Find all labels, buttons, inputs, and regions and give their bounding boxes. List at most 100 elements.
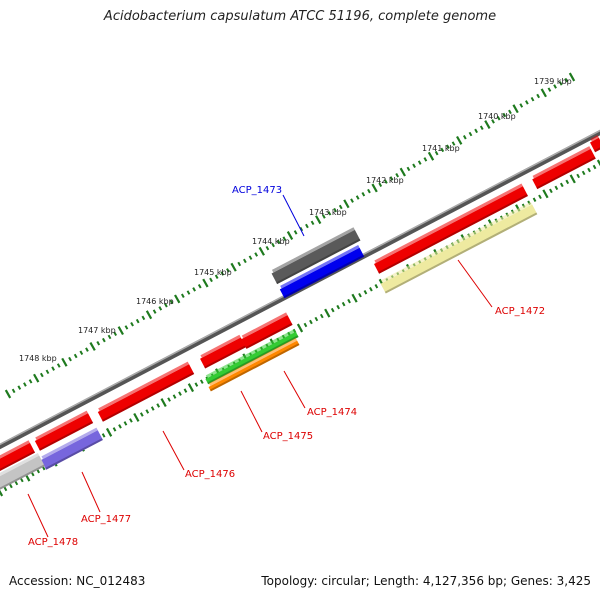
inner-tick [118,424,122,429]
gene-label-group: ACP_1472 ACP_1473 ACP_1474 ACP_1475 ACP_… [28,185,545,548]
label-leader-lines [27,194,493,538]
outer-tick [61,357,68,367]
outer-tick [519,103,524,108]
outer-tick [169,299,174,305]
outer-tick [315,215,322,225]
inner-tick [358,292,362,298]
outer-tick [226,268,230,273]
outer-tick [427,151,435,161]
outer-tick [141,315,146,321]
outer-tick-ring [4,72,576,399]
inner-tick [309,319,313,325]
outer-tick [197,283,202,289]
gene-acp-1476-red [97,361,195,422]
inner-tick [156,403,161,408]
outer-tick [23,382,27,387]
inner-tick [369,287,373,292]
leader-acp-1477 [81,471,101,513]
outer-tick [440,147,445,153]
outer-tick [446,144,450,149]
outer-tick [333,207,337,213]
outer-tick [367,188,371,194]
leader-acp-1474 [283,370,306,409]
outer-tick [107,334,112,340]
outer-tick [28,379,33,384]
gene-acp-1473-dark [271,227,361,285]
outer-tick [192,287,196,292]
leader-acp-1475 [240,390,263,433]
inner-tick [549,188,553,194]
inner-tick [336,304,341,310]
outer-tick [530,96,535,102]
outer-tick [568,72,576,82]
outer-tick [299,226,304,232]
outer-tick [33,373,40,383]
inner-tick [133,412,140,422]
outer-tick [343,199,350,209]
outer-tick [540,88,547,98]
kbp-label-1748: 1748 kbp [19,354,57,363]
outer-tick [417,160,422,165]
outer-tick [282,236,287,241]
leader-acp-1472 [457,259,493,308]
outer-tick [395,173,400,178]
leader-acp-1476 [162,430,185,471]
outer-tick [525,100,529,105]
outer-tick [310,220,315,226]
gene-red-upper-2 [590,135,600,153]
gene-label-acp-1472: ACP_1472 [495,306,545,317]
outer-tick [56,363,61,368]
inner-tick [576,173,581,179]
gene-acp-1472-yellow [380,201,538,294]
outer-tick [389,176,394,181]
kbp-label-1743: 1743 kbp [309,208,347,217]
inner-tick [351,293,358,303]
inner-tick [559,182,564,188]
gene-features [0,135,600,491]
gene-label-acp-1477: ACP_1477 [81,514,131,525]
inner-tick [581,170,586,176]
outer-tick [158,306,163,311]
outer-tick [502,112,507,118]
outer-tick [214,274,219,279]
gene-label-acp-1476: ACP_1476 [185,469,235,480]
gene-label-acp-1478: ACP_1478 [28,537,78,548]
outer-tick [508,109,512,115]
inner-tick [139,412,144,417]
gene-acp-1478-gray [0,452,45,491]
inner-tick [303,322,308,328]
gene-acp-1474-red [241,312,293,349]
inner-tick [199,379,204,384]
outer-tick [186,290,191,295]
outer-tick [180,293,185,298]
outer-tick [434,150,439,156]
gene-label-acp-1475: ACP_1475 [263,431,313,442]
outer-tick [462,134,467,140]
inner-tick [160,398,167,408]
inner-tick [324,308,331,318]
outer-tick [89,341,96,351]
outer-tick [96,341,101,346]
inner-tick [341,301,346,307]
inner-tick [374,284,379,289]
inner-tick [19,477,24,483]
gene-acp-1472-red [374,183,528,274]
outer-tick [384,179,388,184]
gene-label-acp-1473: ACP_1473 [232,185,282,196]
outer-tick [361,192,366,197]
outer-tick [135,318,140,324]
leader-acp-1473 [282,194,305,237]
outer-tick [378,182,383,188]
outer-tick [73,353,78,359]
outer-tick [491,119,495,124]
outer-tick [45,369,50,375]
outer-tick [258,246,265,256]
inner-tick [569,174,576,184]
inner-tick [542,189,549,199]
kbp-label-1745: 1745 kbp [194,268,232,277]
outer-tick [243,258,247,264]
outer-tick [553,84,557,89]
outer-tick [293,230,298,235]
